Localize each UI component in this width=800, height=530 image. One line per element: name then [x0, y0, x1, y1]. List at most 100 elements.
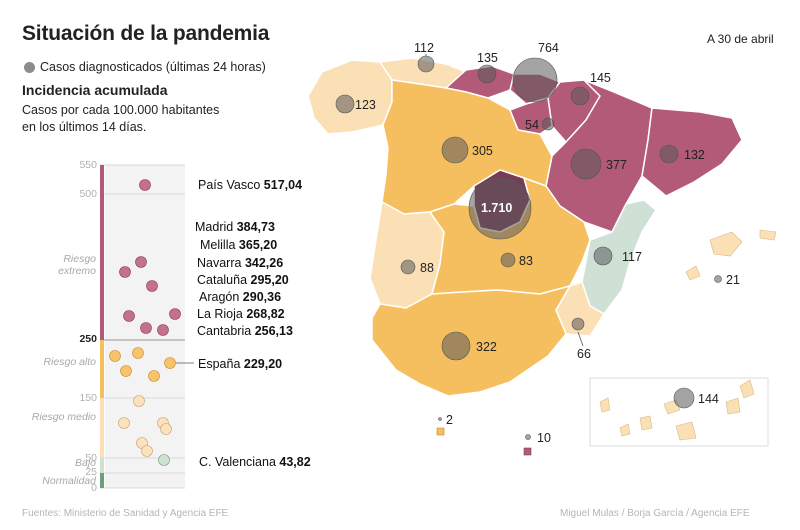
dot-medio-2	[118, 417, 130, 429]
cases-pais-vasco: 764	[538, 41, 559, 55]
zone-extremo: Riesgo extremo	[58, 253, 96, 277]
incidence-subtitle-2: en los últimos 14 días.	[22, 120, 147, 134]
cases-legend-dot	[24, 62, 35, 73]
dot-navarra	[146, 280, 158, 292]
scale-bar-medio	[100, 398, 104, 458]
dot-madrid	[135, 256, 147, 268]
region-canarias	[599, 379, 755, 441]
cases-galicia: 123	[355, 98, 376, 112]
dot-espana	[164, 357, 176, 369]
credit-footer: Miguel Mulas / Borja García / Agencia EF…	[560, 508, 750, 519]
dot-melilla	[119, 266, 131, 278]
zone-alto: Riesgo alto	[43, 356, 96, 368]
bubble-navarra	[570, 86, 590, 106]
cases-cantabria: 135	[477, 51, 498, 65]
zone-bajo: Bajo	[74, 457, 96, 469]
source-footer: Fuentes: Ministerio de Sanidad y Agencia…	[22, 508, 229, 519]
cases-c-valenciana: 117	[622, 250, 642, 264]
zone-normalidad: Normalidad	[42, 475, 96, 487]
bubble-murcia	[571, 317, 585, 331]
dot-medio-4	[160, 423, 172, 435]
cases-murcia: 66	[577, 347, 591, 361]
cases-cataluna: 132	[684, 148, 705, 162]
cases-asturias: 112	[414, 41, 434, 55]
bubble-castilla-mancha	[500, 252, 516, 268]
dot-cataluna	[123, 310, 135, 322]
leader-murcia	[577, 331, 584, 347]
region-ceuta	[436, 427, 445, 436]
cases-aragon: 377	[606, 158, 627, 172]
cases-legend-label: Casos diagnosticados (últimas 24 horas)	[40, 60, 266, 74]
cases-melilla: 10	[537, 431, 551, 445]
bubble-pais-vasco	[512, 57, 558, 103]
dot-alto-4	[148, 370, 160, 382]
tick-500: 500	[79, 188, 97, 200]
bubble-asturias	[417, 55, 435, 73]
dot-c-valenciana	[158, 454, 170, 466]
incidence-title: Incidencia acumulada	[22, 82, 168, 98]
bubble-galicia	[335, 94, 355, 114]
bubble-castilla-leon	[441, 136, 469, 164]
bubble-aragon	[570, 148, 602, 180]
tick-150: 150	[79, 392, 97, 404]
dot-medio-6	[141, 445, 153, 457]
label-navarra: Navarra 342,26	[197, 256, 284, 270]
region-andalucia	[371, 285, 571, 397]
bubble-cataluna	[659, 144, 679, 164]
cases-andalucia: 322	[476, 340, 497, 354]
label-melilla: Melilla 365,20	[200, 238, 278, 252]
bubble-melilla	[525, 434, 531, 440]
dot-medio-1	[133, 395, 145, 407]
bubble-andalucia	[441, 331, 471, 361]
label-espana: España 229,20	[198, 357, 283, 371]
canarias-inset-frame	[589, 377, 769, 447]
region-baleares-mallorca	[709, 231, 743, 257]
cases-castilla-leon: 305	[472, 144, 493, 158]
dot-aragon	[169, 308, 181, 320]
bubble-madrid	[468, 176, 532, 240]
bubble-ceuta	[438, 417, 442, 421]
cases-la-rioja: 54	[525, 118, 539, 132]
incidence-subtitle-1: Casos por cada 100.000 habitantes	[22, 103, 220, 117]
region-melilla	[523, 447, 532, 456]
scale-gridlines	[100, 164, 185, 489]
dot-alto-2	[132, 347, 144, 359]
zone-medio: Riesgo medio	[31, 411, 96, 423]
region-baleares-ibiza	[685, 265, 701, 281]
cases-castilla-mancha: 83	[519, 254, 533, 268]
cases-baleares: 21	[726, 273, 740, 287]
scale-bar-normalidad	[100, 473, 104, 488]
region-cataluna	[641, 107, 743, 197]
scale-bar-extremo	[100, 165, 104, 340]
bubble-la-rioja	[541, 117, 555, 131]
label-cataluna: Cataluña 295,20	[197, 273, 289, 287]
label-la-rioja: La Rioja 268,82	[197, 307, 285, 321]
bubble-canarias	[673, 387, 695, 409]
cases-navarra: 145	[590, 71, 611, 85]
tick-50: 50	[85, 452, 97, 464]
dot-pais-vasco	[139, 179, 151, 191]
tick-25: 25	[85, 466, 97, 478]
page-title: Situación de la pandemia	[22, 22, 270, 45]
label-pais-vasco: País Vasco 517,04	[198, 178, 303, 192]
dot-alto-3	[120, 365, 132, 377]
cases-canarias: 144	[698, 392, 719, 406]
scale-bar-alto	[100, 340, 104, 398]
bubble-cantabria	[477, 64, 497, 84]
cases-extremadura: 88	[420, 261, 434, 275]
label-madrid: Madrid 384,73	[195, 220, 275, 234]
region-c-valenciana	[581, 199, 657, 315]
label-aragon: Aragón 290,36	[199, 290, 282, 304]
tick-0: 0	[91, 482, 97, 494]
dot-cantabria	[157, 324, 169, 336]
scale-bar-bajo	[100, 458, 104, 473]
label-c-valenciana: C. Valenciana 43,82	[199, 455, 311, 469]
bubble-c-valenciana	[593, 246, 613, 266]
tick-550: 550	[79, 159, 97, 171]
cases-ceuta: 2	[446, 413, 453, 427]
dot-la-rioja	[140, 322, 152, 334]
cases-madrid: 1.710	[481, 201, 512, 215]
region-baleares-menorca	[759, 229, 777, 241]
